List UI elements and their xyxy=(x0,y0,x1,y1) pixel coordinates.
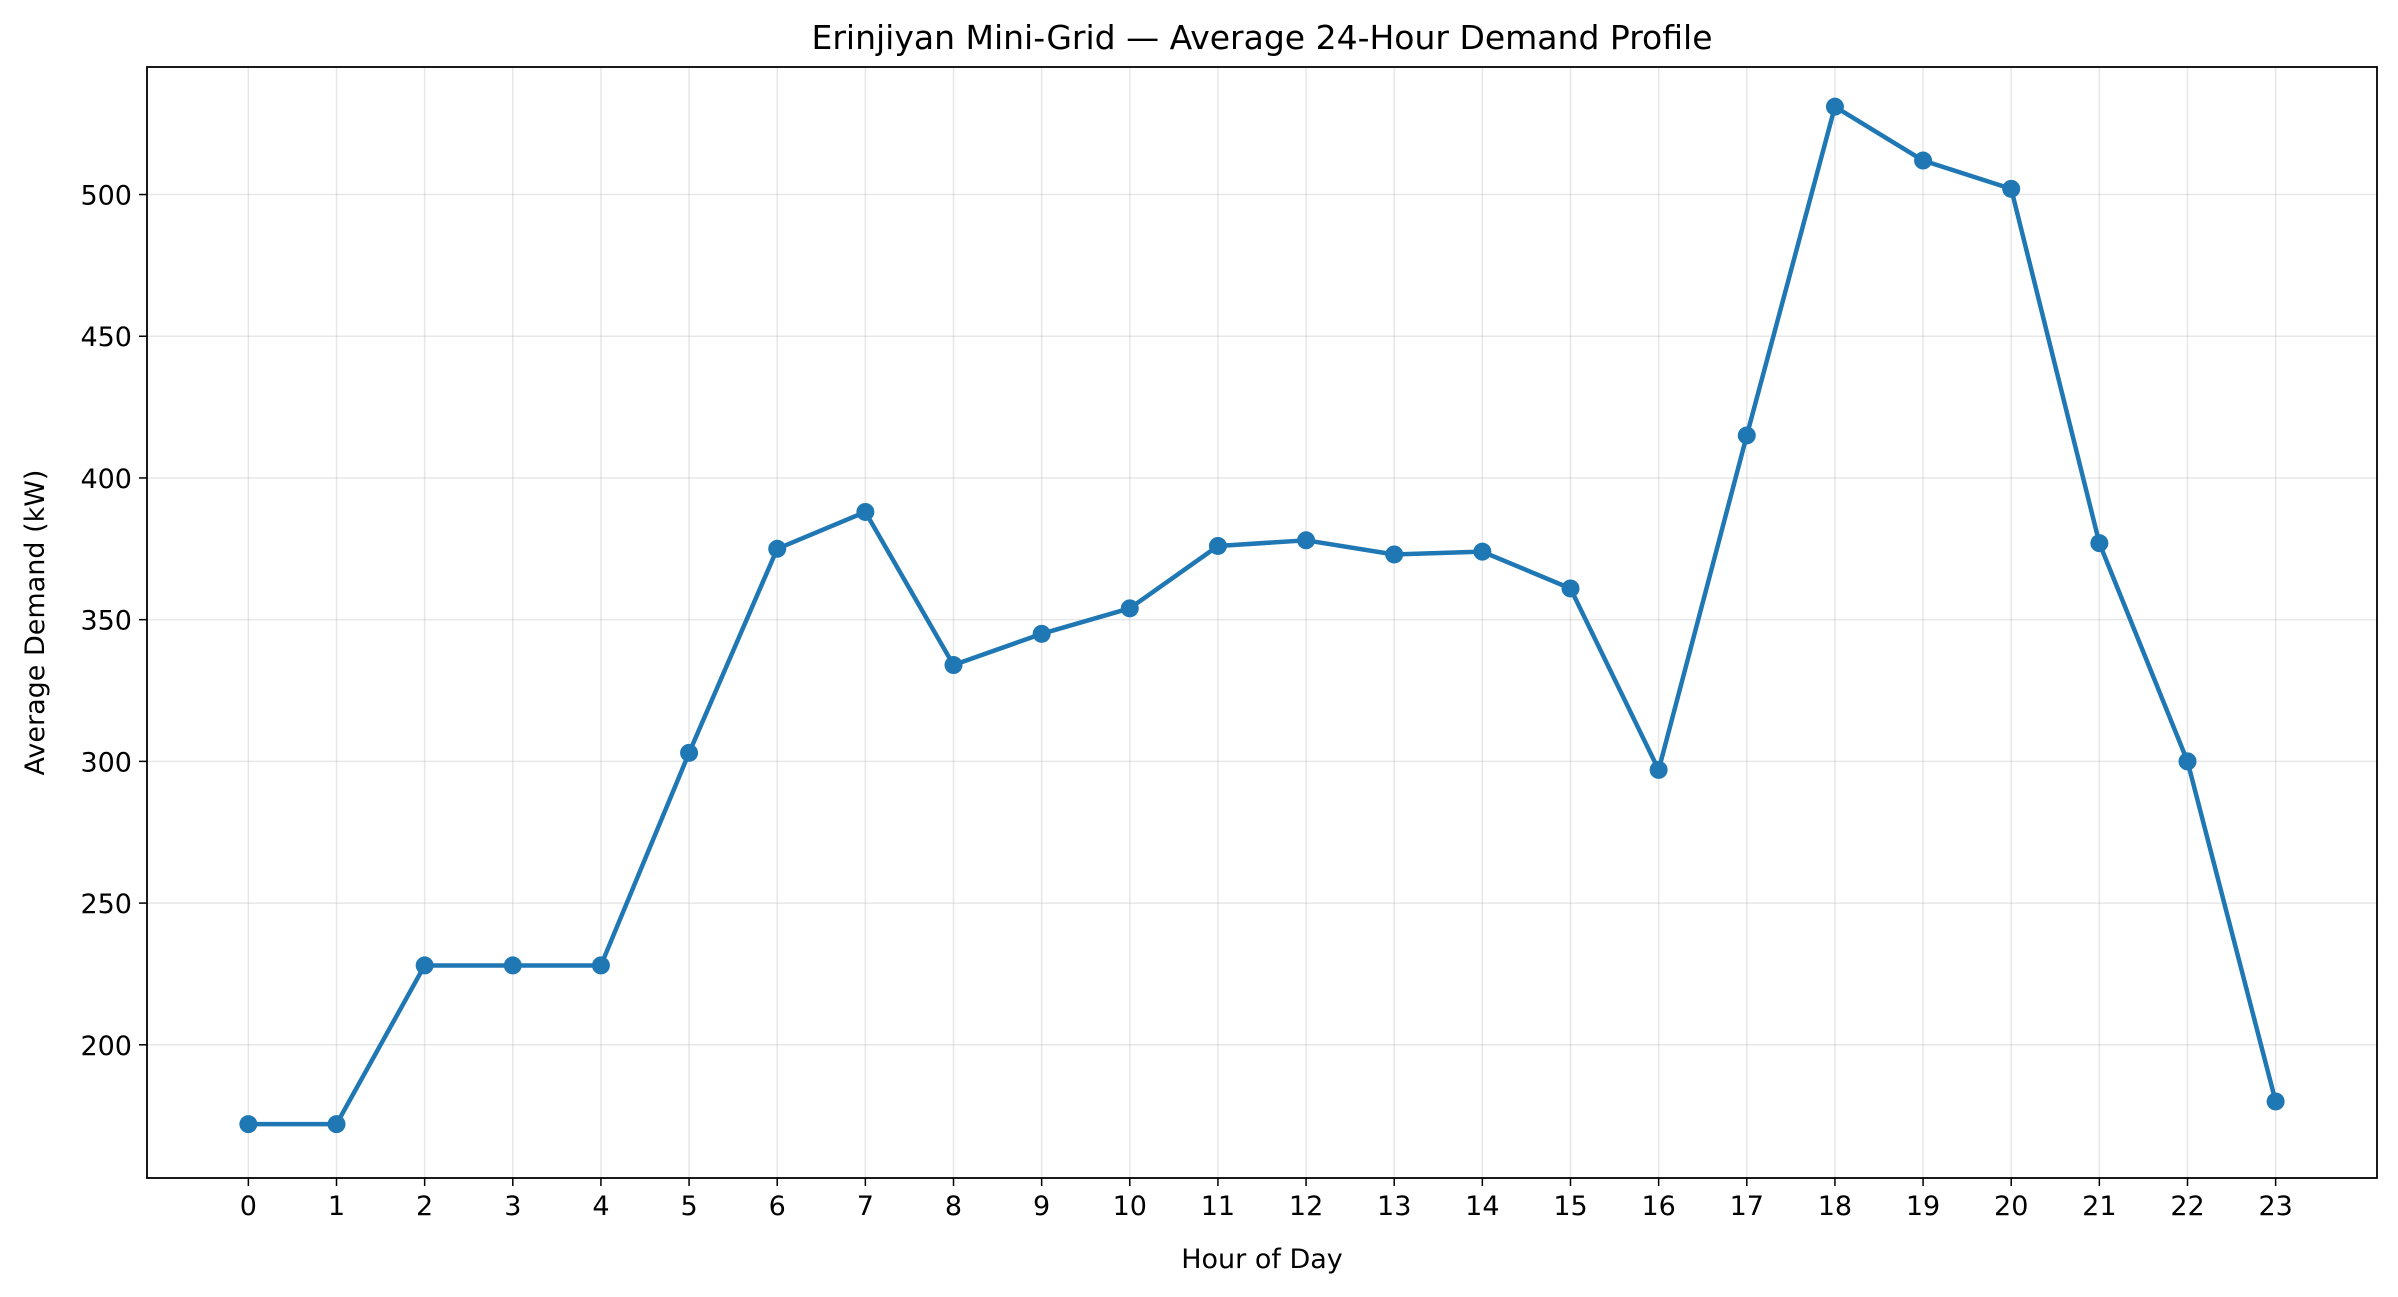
x-tick-label: 9 xyxy=(1033,1191,1050,1222)
data-point xyxy=(239,1115,258,1134)
x-tick-label: 3 xyxy=(504,1191,521,1222)
x-tick-label: 13 xyxy=(1377,1191,1411,1222)
y-axis-label: Average Demand (kW) xyxy=(20,470,51,776)
x-tick-label: 17 xyxy=(1730,1191,1764,1222)
data-point xyxy=(768,539,787,558)
x-tick-label: 15 xyxy=(1553,1191,1587,1222)
data-point xyxy=(1032,624,1051,643)
x-tick-label: 2 xyxy=(416,1191,433,1222)
series-line xyxy=(246,104,2278,1127)
x-tick-label: 14 xyxy=(1465,1191,1499,1222)
data-point xyxy=(591,956,610,975)
data-point xyxy=(503,956,522,975)
x-tick-label: 4 xyxy=(592,1191,609,1222)
y-tick-label: 300 xyxy=(80,747,132,778)
data-point xyxy=(1825,97,1844,116)
x-tick-label: 8 xyxy=(945,1191,962,1222)
x-tick-label: 1 xyxy=(328,1191,345,1222)
x-tick-label: 16 xyxy=(1641,1191,1675,1222)
data-point xyxy=(415,956,434,975)
y-tick-label: 350 xyxy=(80,606,132,637)
grid xyxy=(147,67,2377,1178)
data-point xyxy=(1385,545,1404,564)
data-point xyxy=(680,743,699,762)
data-point xyxy=(2266,1092,2285,1111)
data-point xyxy=(2090,534,2109,553)
x-tick-label: 19 xyxy=(1906,1191,1940,1222)
data-point xyxy=(1473,542,1492,561)
x-tick-label: 6 xyxy=(769,1191,786,1222)
data-point xyxy=(1297,531,1316,550)
x-tick-label: 11 xyxy=(1201,1191,1235,1222)
y-tick-label: 200 xyxy=(80,1031,132,1062)
ticks: 0 1 2 3 4 5 6 7 8 9 10 11 12 13 14 15 16 17 18 19 20 21 22 2320… xyxy=(80,181,2292,1222)
x-tick-label: 5 xyxy=(680,1191,697,1222)
x-tick-label: 22 xyxy=(2170,1191,2204,1222)
x-tick-label: 20 xyxy=(1994,1191,2028,1222)
x-tick-label: 18 xyxy=(1818,1191,1852,1222)
data-point xyxy=(1561,579,1580,598)
data-point xyxy=(2178,752,2197,771)
x-axis-label: Hour of Day xyxy=(1181,1244,1343,1275)
data-point xyxy=(2002,179,2021,198)
x-tick-label: 10 xyxy=(1113,1191,1147,1222)
y-tick-label: 450 xyxy=(80,322,132,353)
data-point xyxy=(1737,426,1756,445)
axes-frame xyxy=(146,66,2378,1179)
data-point xyxy=(856,502,875,521)
data-point xyxy=(944,656,963,675)
x-tick-label: 7 xyxy=(857,1191,874,1222)
data-point xyxy=(1120,599,1139,618)
chart-title: Erinjiyan Mini-Grid — Average 24-Hour De… xyxy=(812,18,1713,57)
data-point xyxy=(327,1115,346,1134)
x-tick-label: 0 xyxy=(240,1191,257,1222)
y-tick-label: 400 xyxy=(80,464,132,495)
y-tick-label: 500 xyxy=(80,181,132,212)
y-tick-label: 250 xyxy=(80,889,132,920)
data-point xyxy=(1914,151,1933,170)
x-tick-label: 21 xyxy=(2082,1191,2116,1222)
x-tick-label: 12 xyxy=(1289,1191,1323,1222)
x-tick-label: 23 xyxy=(2258,1191,2292,1222)
series-layer xyxy=(239,97,2285,1134)
data-point xyxy=(1649,760,1668,779)
data-point xyxy=(1208,536,1227,555)
